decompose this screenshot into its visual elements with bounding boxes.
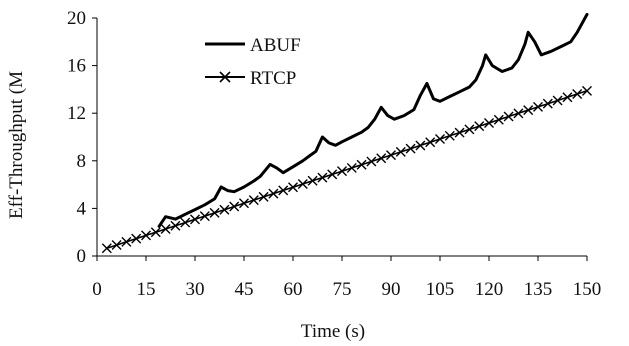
data-point-rtcp — [484, 117, 494, 128]
y-tick-label: 0 — [77, 246, 87, 267]
data-point-rtcp — [435, 134, 445, 145]
data-point-rtcp — [366, 156, 377, 167]
y-axis-title: Eff-Throughput (M — [6, 71, 27, 219]
data-point-rtcp — [190, 214, 200, 225]
data-point-rtcp — [131, 233, 142, 244]
series-abuf — [157, 12, 589, 228]
data-point-rtcp — [101, 243, 112, 254]
legend: ABUF RTCP — [205, 35, 301, 89]
data-point-rtcp — [278, 185, 289, 196]
data-point-rtcp — [141, 230, 151, 241]
x-tick-label: 150 — [573, 279, 602, 300]
x-tick-label: 75 — [333, 279, 352, 300]
data-point-rtcp — [209, 207, 220, 218]
x-tick-label: 105 — [426, 279, 455, 300]
x-axis-title: Time (s) — [301, 321, 365, 342]
data-point-rtcp — [513, 108, 524, 119]
data-point-rtcp — [219, 204, 230, 215]
data-point-rtcp — [346, 162, 357, 173]
series-line-abuf — [157, 12, 589, 228]
legend-marker-rtcp — [219, 71, 231, 83]
y-tick-label: 4 — [77, 198, 87, 219]
data-point-rtcp — [405, 143, 416, 154]
y-tick-label: 16 — [67, 56, 86, 77]
data-point-rtcp — [239, 198, 249, 209]
legend-label-rtcp: RTCP — [250, 68, 296, 89]
legend-label-abuf: ABUF — [250, 35, 301, 56]
data-point-rtcp — [454, 127, 465, 138]
data-point-rtcp — [503, 111, 514, 122]
data-point-rtcp — [474, 121, 485, 132]
data-point-rtcp — [297, 179, 308, 189]
data-point-rtcp — [199, 211, 210, 222]
x-tick-label: 60 — [284, 279, 303, 300]
data-point-rtcp — [464, 124, 475, 135]
series-line-rtcp — [106, 90, 588, 250]
data-point-rtcp — [121, 236, 132, 247]
x-tick-label: 90 — [382, 279, 401, 300]
data-point-rtcp — [337, 166, 347, 177]
data-point-rtcp — [395, 146, 406, 157]
axes: 0 4 8 12 16 20 0 15 30 45 60 75 90 105 120 135 150 — [67, 8, 601, 300]
x-tick-label: 120 — [475, 279, 504, 300]
x-tick-label: 0 — [92, 279, 102, 300]
data-point-rtcp — [170, 220, 181, 231]
series-layer — [101, 12, 592, 254]
data-point-rtcp — [288, 182, 298, 193]
data-point-rtcp — [386, 150, 396, 161]
data-point-rtcp — [150, 227, 161, 238]
data-point-rtcp — [356, 159, 367, 170]
data-point-rtcp — [493, 114, 504, 125]
data-point-rtcp — [444, 130, 455, 141]
data-point-rtcp — [523, 105, 534, 116]
data-point-rtcp — [327, 169, 338, 180]
data-point-rtcp — [533, 101, 543, 112]
x-tick-label: 30 — [186, 279, 205, 300]
data-point-rtcp — [562, 92, 573, 103]
data-point-rtcp — [425, 137, 436, 148]
y-tick-label: 20 — [67, 8, 86, 29]
series-rtcp — [101, 85, 592, 254]
y-tick-label: 12 — [67, 103, 86, 124]
data-point-rtcp — [258, 191, 269, 202]
data-point-rtcp — [582, 85, 592, 96]
data-point-rtcp — [180, 217, 191, 228]
data-point-rtcp — [552, 95, 563, 106]
data-point-rtcp — [572, 89, 583, 100]
x-tick-label: 45 — [235, 279, 254, 300]
data-point-rtcp — [229, 201, 240, 212]
data-point-rtcp — [160, 223, 171, 234]
data-point-rtcp — [248, 195, 259, 206]
data-point-rtcp — [307, 175, 318, 186]
y-tick-label: 8 — [77, 151, 87, 172]
data-point-rtcp — [317, 172, 328, 183]
data-point-rtcp — [376, 153, 387, 164]
data-point-rtcp — [542, 98, 553, 109]
x-tick-label: 15 — [137, 279, 156, 300]
legend-item-abuf: ABUF — [205, 35, 301, 56]
data-point-rtcp — [111, 240, 122, 251]
x-tick-label: 135 — [524, 279, 553, 300]
legend-item-rtcp: RTCP — [205, 68, 296, 89]
data-point-rtcp — [268, 188, 279, 199]
data-point-rtcp — [415, 140, 426, 151]
